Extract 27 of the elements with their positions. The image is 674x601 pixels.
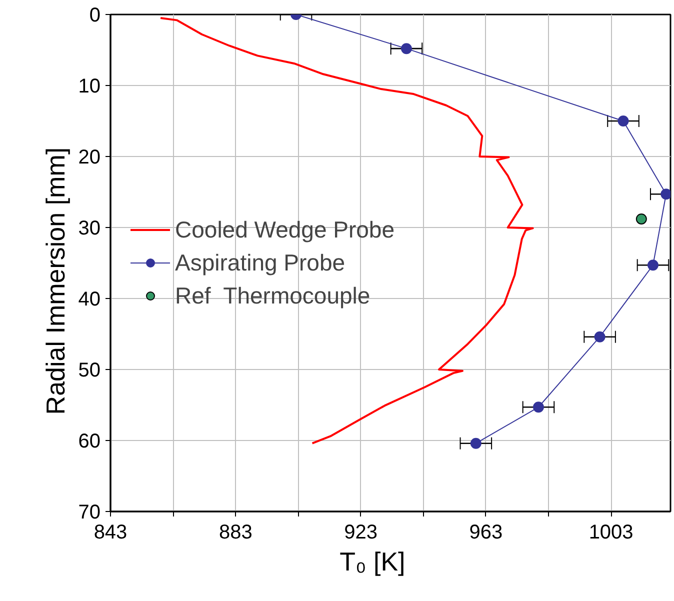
x-tick-label: 1003 (588, 522, 634, 544)
y-axis-title: Radial Immersion [mm] (40, 147, 70, 415)
x-tick-label: 963 (469, 522, 503, 544)
point (618, 116, 629, 126)
y-tick-label: 30 (78, 218, 101, 240)
point (532, 402, 544, 413)
x-tick-label: 843 (94, 522, 128, 544)
point (594, 331, 606, 342)
y-tick-label: 10 (78, 76, 101, 98)
line-series (160, 17, 534, 444)
y-tick-label: 40 (78, 288, 101, 310)
y-tick-label: 60 (78, 430, 101, 452)
y-tick-label: 70 (78, 502, 101, 524)
point (636, 213, 647, 224)
y-tick-label: 50 (78, 360, 101, 382)
point (470, 438, 482, 449)
y-tick-label: 0 (89, 4, 100, 26)
legend-label: Ref Thermocouple (175, 282, 370, 309)
point (647, 260, 658, 271)
point (400, 43, 412, 54)
x-axis-title: T₀ [K] (340, 546, 406, 576)
legend-label: Aspirating Probe (175, 249, 346, 276)
y-tick-label: 20 (78, 146, 101, 168)
x-tick-label: 923 (344, 522, 378, 544)
legend-label: Cooled Wedge Probe (175, 216, 394, 243)
x-tick-label: 883 (218, 522, 252, 544)
point (660, 188, 670, 200)
